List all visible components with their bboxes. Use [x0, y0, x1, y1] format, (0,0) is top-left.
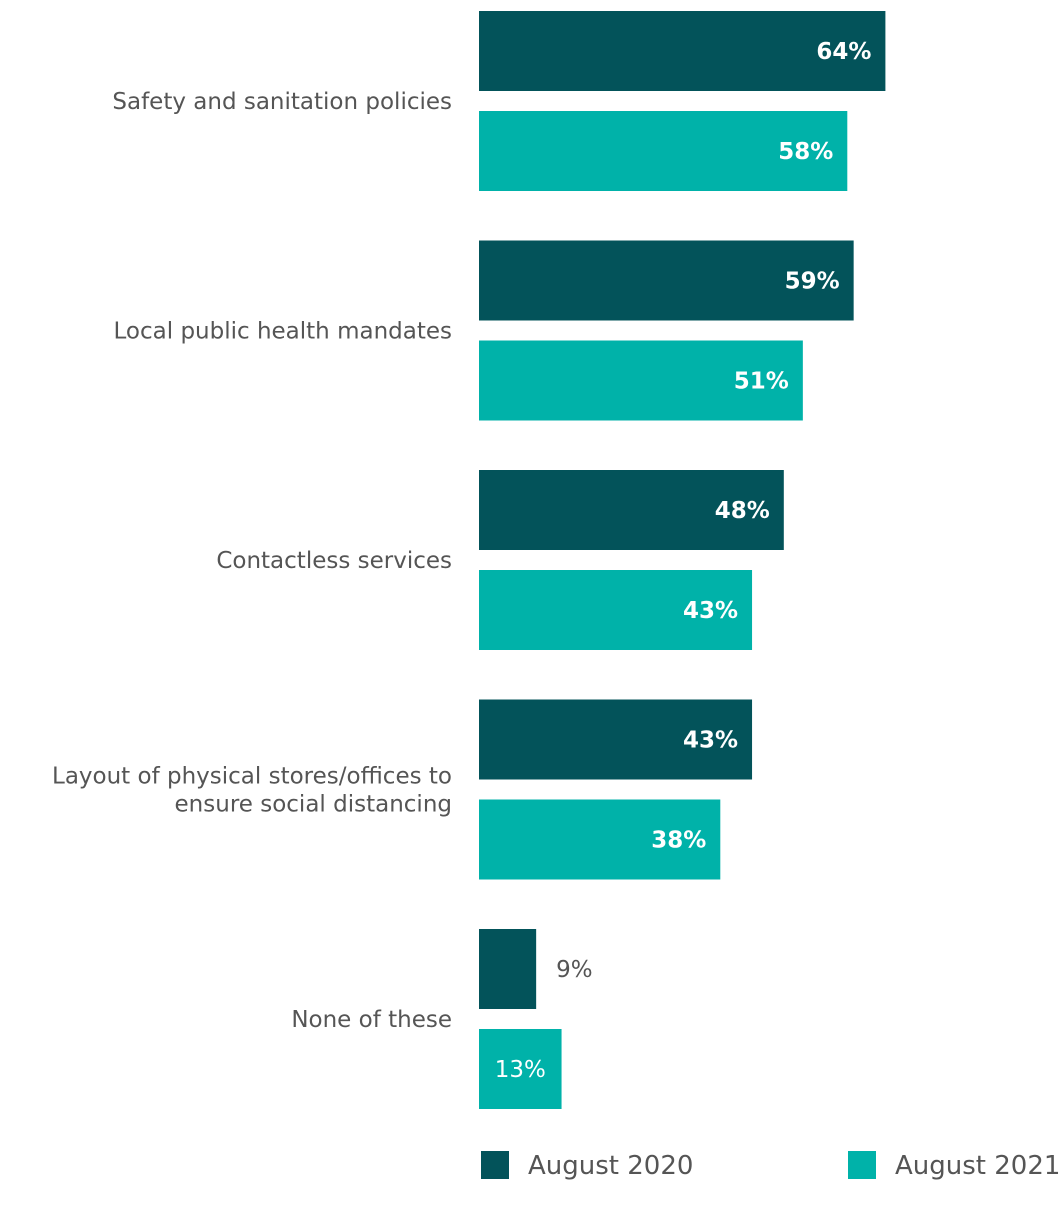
category-label-local-public-health-mandates: Local public health mandates: [114, 319, 452, 345]
legend-swatch-august-2021: [848, 1151, 876, 1179]
bar-local-public-health-mandates-august-2021: [479, 340, 803, 421]
bar-layout-of-physical-stores-offices-to-ensure-social-distancing-august-2020: [479, 699, 753, 780]
legend-label-august-2021: August 2021: [895, 1151, 1060, 1181]
category-label-contactless-services: Contactless services: [216, 548, 452, 574]
data-label-layout-of-physical-stores-offices-to-ensure-social-distancing-august-2021: 38%: [651, 828, 706, 854]
category-label-layout-of-physical-stores-offices-to-ensure-social-distancing-line-1: Layout of physical stores/offices to: [52, 764, 452, 790]
data-label-contactless-services-august-2021: 43%: [683, 598, 738, 624]
data-label-none-of-these-august-2021: 13%: [495, 1057, 546, 1083]
data-label-safety-and-sanitation-policies-august-2020: 64%: [816, 39, 871, 65]
bar-none-of-these-august-2020: [479, 929, 537, 1009]
category-label-safety-and-sanitation-policies: Safety and sanitation policies: [112, 89, 452, 115]
data-label-none-of-these-august-2020: 9%: [556, 957, 593, 983]
category-label-layout-of-physical-stores-offices-to-ensure-social-distancing-line-2: ensure social distancing: [175, 792, 452, 818]
legend-label-august-2020: August 2020: [528, 1151, 693, 1181]
legend-swatch-august-2020: [481, 1151, 509, 1179]
bar-safety-and-sanitation-policies-august-2021: [479, 111, 848, 191]
bar-contactless-services-august-2021: [479, 570, 753, 650]
data-label-contactless-services-august-2020: 48%: [715, 498, 770, 524]
bar-none-of-these-august-2021: [479, 1029, 562, 1109]
bar-layout-of-physical-stores-offices-to-ensure-social-distancing-august-2021: [479, 799, 721, 880]
data-label-local-public-health-mandates-august-2020: 59%: [785, 269, 840, 295]
category-label-none-of-these: None of these: [291, 1007, 452, 1033]
data-label-layout-of-physical-stores-offices-to-ensure-social-distancing-august-2020: 43%: [683, 728, 738, 754]
bar-safety-and-sanitation-policies-august-2020: [479, 11, 886, 91]
data-label-safety-and-sanitation-policies-august-2021: 58%: [778, 139, 833, 165]
data-label-local-public-health-mandates-august-2021: 51%: [734, 369, 789, 395]
bar-local-public-health-mandates-august-2020: [479, 240, 854, 321]
bar-contactless-services-august-2020: [479, 470, 784, 550]
